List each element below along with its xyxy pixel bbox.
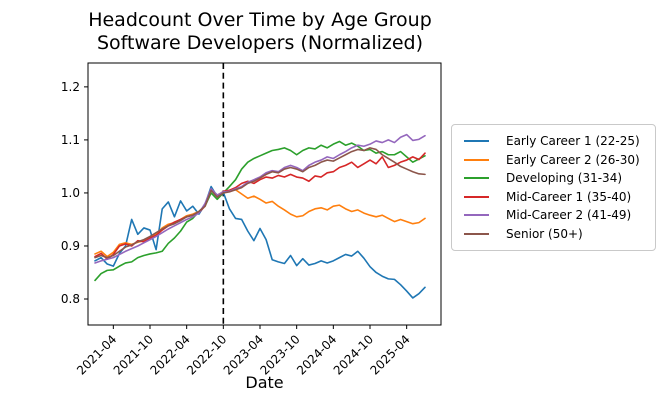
y-tick-label: 0.9 [61,239,80,253]
legend-item: Early Career 2 (26-30) [464,151,649,170]
chart-title-line1: Headcount Over Time by Age Group [88,9,432,31]
plot-area [87,62,442,326]
chart-title-line2: Software Developers (Normalized) [96,32,424,55]
legend-label: Senior (50+) [506,226,583,241]
y-axis: 0.8 0.9 1.0 1.1 1.2 [61,80,88,306]
legend-line-swatch [464,232,489,235]
plot-frame [87,62,442,326]
series-line-mid-career-1-35-40- [94,152,426,261]
chart-title: Headcount Over Time by Age Group Softwar… [66,9,454,55]
legend-label: Mid-Career 1 (35-40) [506,189,632,204]
y-tick-label: 0.8 [61,292,80,306]
legend-item: Developing (31-34) [464,169,649,188]
x-axis-label: Date [245,373,284,392]
series-lines [94,133,426,299]
series-line-early-career-1-22-25- [94,185,426,299]
y-tick-label: 1.2 [61,80,80,94]
legend-line-swatch [464,158,489,161]
y-tick-label: 1.1 [61,133,80,147]
legend-line-swatch [464,195,489,198]
legend-item: Mid-Career 1 (35-40) [464,188,649,207]
legend-label: Early Career 1 (22-25) [506,134,640,149]
y-tick-label: 1.0 [61,186,80,200]
x-tick-label: 2025-04 [367,332,412,377]
series-line-senior-50- [94,147,426,259]
legend-item: Senior (50+) [464,225,649,244]
legend-line-swatch [464,214,489,217]
legend-label: Developing (31-34) [506,171,623,186]
legend-item: Mid-Career 2 (41-49) [464,206,649,225]
series-line-mid-career-2-41-49- [94,133,426,264]
legend-item: Early Career 1 (22-25) [464,132,649,151]
legend-box: Early Career 1 (22-25) Early Career 2 (26… [451,124,656,251]
legend-line-swatch [464,140,489,143]
legend-label: Mid-Career 2 (41-49) [506,208,632,223]
x-axis: 2021-042021-102022-042022-102023-042023-… [74,325,413,378]
series-line-developing-31-34- [94,140,426,282]
legend-line-swatch [464,177,489,180]
legend-label: Early Career 2 (26-30) [506,152,640,167]
series-line-early-career-2-26-30- [94,188,426,258]
